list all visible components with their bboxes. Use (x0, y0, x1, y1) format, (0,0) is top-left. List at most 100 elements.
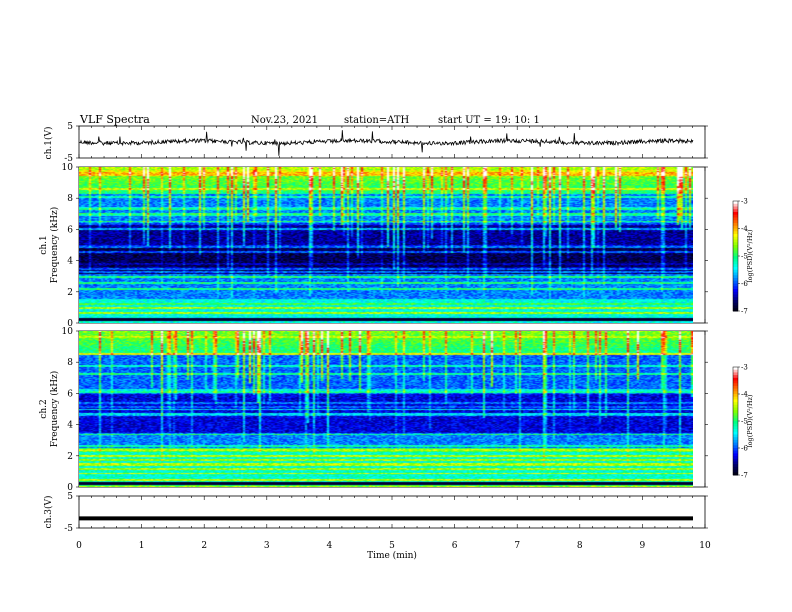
colorbar-swatch (733, 445, 738, 449)
x-tick-label: 9 (640, 541, 646, 551)
x-tick-label: 1 (139, 541, 145, 551)
y-tick-label: 10 (62, 327, 74, 337)
colorbar-swatch (733, 456, 738, 460)
y-tick-label: 5 (67, 122, 73, 132)
colorbar-swatch (733, 217, 738, 221)
colorbar-swatch (733, 245, 738, 249)
colorbar-swatch (733, 383, 738, 387)
x-tick-label: 3 (264, 541, 270, 551)
colorbar-swatch (733, 305, 738, 309)
x-tick-label: 6 (452, 541, 458, 551)
colorbar-swatch (733, 242, 738, 246)
colorbar-tick-label: -7 (741, 308, 748, 316)
y-tick-label: 10 (62, 163, 74, 173)
colorbar-tick-label: -5 (741, 253, 748, 261)
colorbar-swatch (733, 372, 738, 376)
ch1-colorbar: -3 -4 -5 -6 -7 log(PSD)(V²/Hz) (732, 198, 754, 316)
date-label: Nov.23, 2021 (251, 115, 318, 126)
colorbar-swatch (733, 214, 738, 218)
colorbar-swatch (733, 399, 738, 403)
colorbar-swatch (733, 402, 738, 406)
colorbar-swatch (733, 256, 738, 260)
colorbar-swatch (733, 289, 738, 293)
panel-frame-4 (78, 495, 706, 529)
colorbar-swatch (733, 302, 738, 306)
start-time-label: start UT = 19: 10: 1 (438, 115, 540, 126)
colorbar-tick-label: -3 (741, 198, 748, 206)
x-tick-label: 2 (201, 541, 207, 551)
colorbar-swatch (733, 231, 738, 235)
colorbar-swatch (733, 225, 738, 229)
colorbar-swatch (733, 223, 738, 227)
x-tick-label: 7 (514, 541, 520, 551)
colorbar-swatch (733, 472, 738, 476)
colorbar-swatch (733, 297, 738, 301)
colorbar-swatch (733, 453, 738, 457)
colorbar-tick-label: -3 (741, 364, 748, 372)
colorbar-swatch (733, 247, 738, 251)
colorbar-swatch (733, 469, 738, 473)
colorbar-swatch (733, 203, 738, 207)
y-tick-label: 4 (67, 257, 73, 267)
y-tick-label: 6 (67, 389, 73, 399)
ch3-ylabel: ch.3(V) (43, 496, 54, 529)
x-tick-label: 5 (389, 541, 395, 551)
colorbar-label: log(PSD)(V²/Hz) (746, 229, 754, 282)
ch1-ylabel: ch.1(V) (43, 127, 54, 160)
ch1-spectrogram-yticks: 0 2 4 6 8 10 (62, 163, 708, 329)
colorbar-swatch (733, 206, 738, 210)
colorbar-swatch (733, 375, 738, 379)
y-tick-label: 2 (67, 452, 73, 462)
colorbar-swatch (733, 437, 738, 441)
colorbar-swatch (733, 264, 738, 268)
y-tick-label: 4 (67, 421, 73, 431)
colorbar-swatch (733, 253, 738, 257)
colorbar-swatch (733, 394, 738, 398)
ch1-spectrogram-image (79, 167, 693, 323)
colorbar-swatch (733, 388, 738, 392)
colorbar-swatch (733, 280, 738, 284)
y-tick-label: 0 (67, 319, 73, 329)
x-tick-label: 4 (327, 541, 333, 551)
x-tick-label: 10 (699, 541, 711, 551)
y-tick-label: 8 (67, 194, 73, 204)
colorbar-swatch (733, 464, 738, 468)
ch1-waveform-panel: ch.1(V) 5 -5 (43, 122, 708, 164)
colorbar-swatch (733, 234, 738, 238)
ch3-waveform-yticks: 5 -5 (64, 492, 708, 534)
ch2-colorbar: -3 -4 -5 -6 -7 log(PSD)(V²/Hz) (732, 364, 754, 480)
colorbar-swatch (733, 391, 738, 395)
colorbar-swatch (733, 407, 738, 411)
colorbar-tick-label: -4 (741, 391, 748, 399)
colorbar-swatch (733, 380, 738, 384)
colorbar-swatch (733, 250, 738, 254)
colorbar-swatch (733, 439, 738, 444)
ch2-spectrogram-yticks: 0 2 4 6 8 10 (62, 327, 708, 493)
colorbar-swatch (733, 272, 738, 276)
colorbar-swatch (733, 369, 738, 373)
colorbar-tick-label: -6 (741, 445, 748, 453)
y-tick-label: -5 (64, 524, 73, 534)
y-tick-label: 2 (67, 288, 73, 298)
colorbar-swatch (733, 300, 738, 304)
colorbar-swatch (733, 448, 738, 452)
colorbar-swatch (733, 286, 738, 290)
colorbar-swatch (733, 385, 738, 390)
x-tick-label: 8 (577, 541, 583, 551)
time-axis-label: Time (min) (367, 550, 417, 561)
colorbar-swatch (733, 442, 738, 446)
colorbar-swatch (733, 461, 738, 465)
colorbar-swatch (733, 294, 738, 298)
colorbar-swatch (733, 283, 738, 287)
ch2-ylabel-frequency: Frequency (kHz) (49, 371, 60, 448)
colorbar-swatch (733, 466, 738, 471)
colorbar-swatch (733, 201, 738, 205)
colorbar-tick-label: -6 (741, 280, 748, 288)
ch3-waveform-panel: ch.3(V) 5 -5 (43, 492, 708, 534)
colorbar-swatch (733, 258, 738, 262)
colorbar-tick-label: -5 (741, 418, 748, 426)
colorbar-swatch (733, 458, 738, 462)
colorbar-swatch (733, 429, 738, 433)
colorbar-swatch (733, 423, 738, 427)
